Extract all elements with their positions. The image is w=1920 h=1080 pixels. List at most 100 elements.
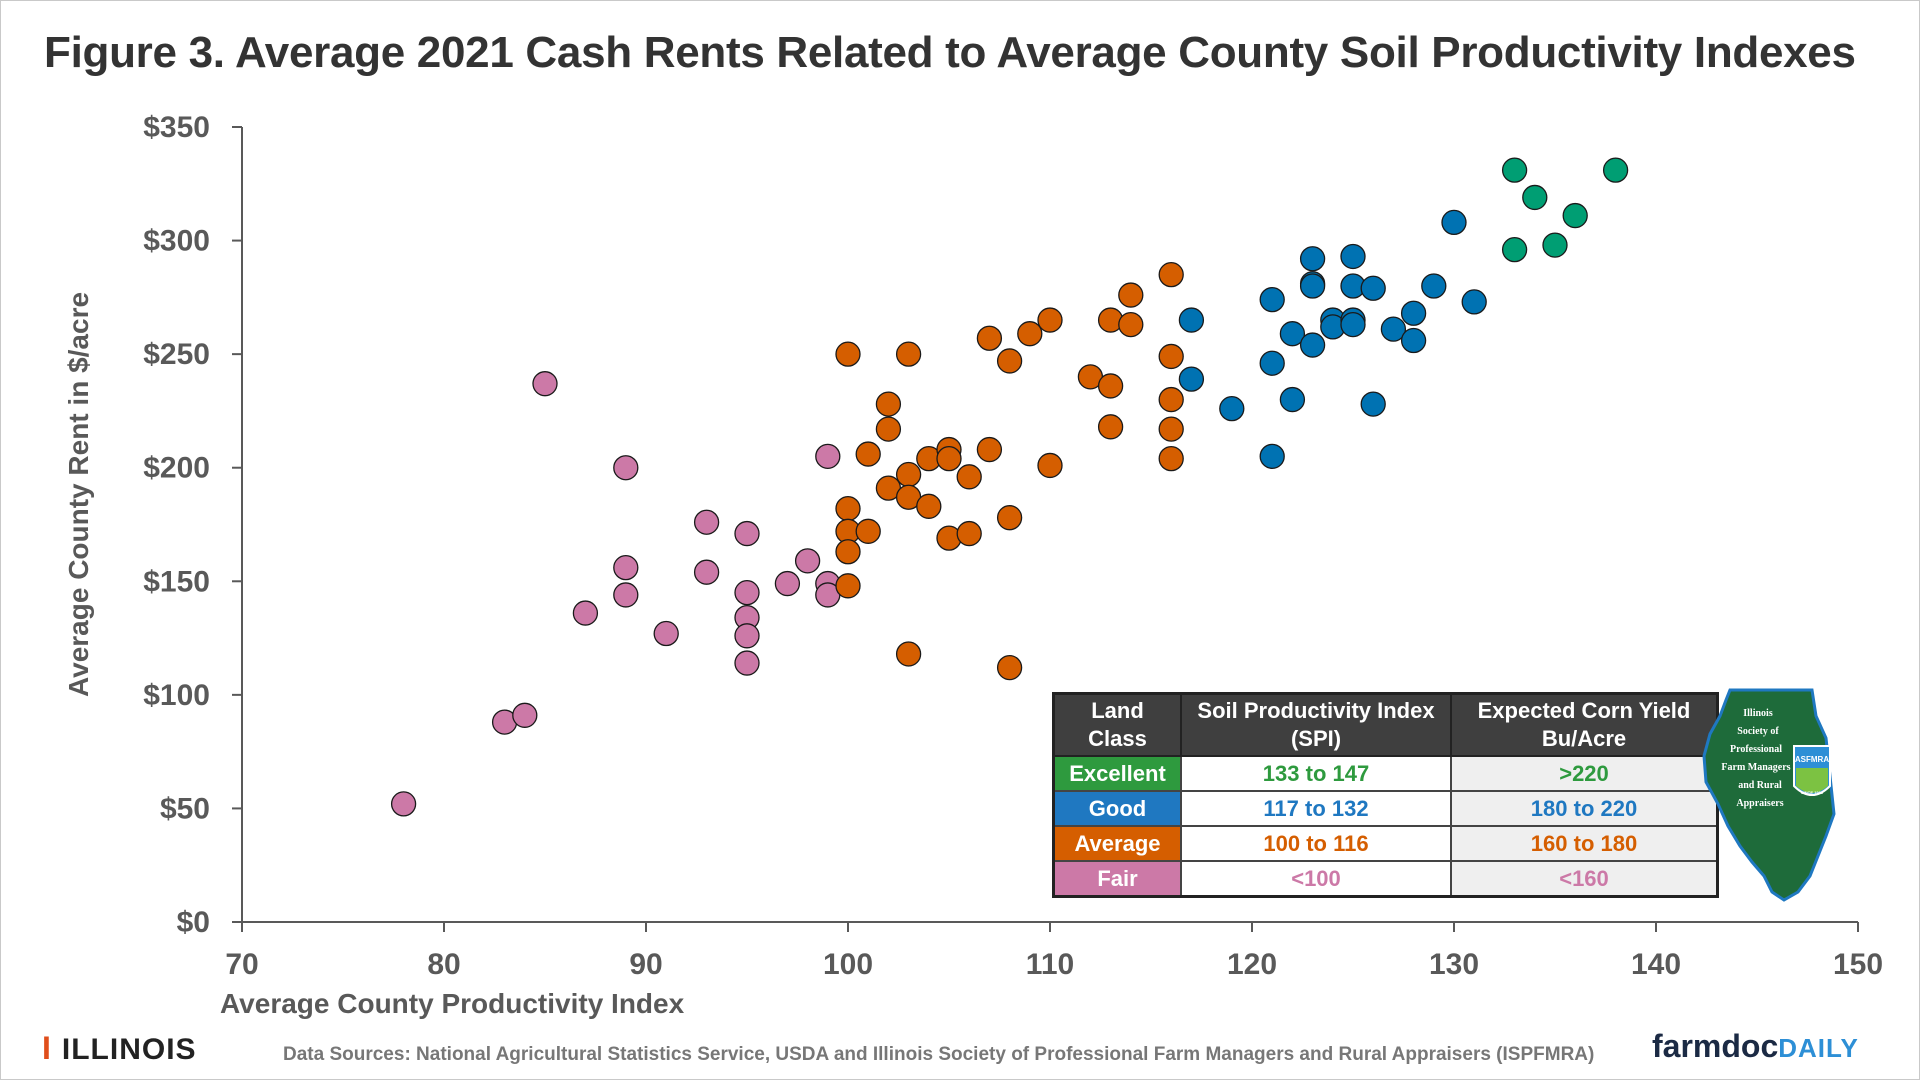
data-point-average [1158,445,1184,472]
data-point-fair [512,702,538,728]
header-spi-line1: Soil Productivity Index [1197,698,1435,723]
logo-text-line: Society of [1737,726,1779,737]
data-point-fair [734,520,760,547]
data-point-good [1421,273,1447,299]
asfmra-badge: ASFMRA SINCE 1929 [1793,745,1831,796]
data-point-fair [794,548,821,574]
header-spi-line2: (SPI) [1290,726,1342,751]
yield-cell: >220 [1450,755,1719,792]
data-point-average [1097,373,1124,399]
data-point-fair [734,650,760,676]
data-point-average [1037,307,1063,333]
data-point-good [1259,350,1285,376]
legend-row-excellent: Excellent 133 to 147 >220 [1052,755,1719,792]
data-point-fair [693,509,720,535]
university-name: ILLINOIS [61,1033,197,1066]
data-point-average [895,341,922,367]
x-tick-label: 130 [1429,948,1479,981]
data-point-average [1097,414,1124,440]
header-land-class: Land Class [1052,692,1182,757]
data-point-good [1400,327,1427,354]
data-point-fair [532,371,558,397]
ispfmra-logo: Illinois Society of Professional Farm Ma… [1702,688,1836,902]
data-point-average [855,441,881,467]
data-point-average [916,493,942,519]
data-point-fair [815,443,841,470]
data-point-average [895,461,922,488]
spi-cell: <100 [1180,860,1452,898]
header-corn-yield-line2: Bu/Acre [1541,726,1627,751]
y-tick-label: $150 [143,565,210,598]
data-point-average [835,341,861,367]
data-point-good [1299,332,1326,358]
data-source-note: Data Sources: National Agricultural Stat… [283,1044,1595,1065]
header-spi: Soil Productivity Index (SPI) [1180,692,1452,757]
chart-title: Figure 3. Average 2021 Cash Rents Relate… [44,28,1856,77]
asfmra-badge-sub: SINCE 1929 [1801,790,1824,795]
data-point-average [996,348,1023,374]
logo-text-line: Illinois [1743,708,1773,719]
data-point-fair [390,791,417,817]
y-axis-title: Average County Rent in $/acre [63,292,94,697]
data-point-average [835,495,861,522]
y-tick-label: $50 [160,792,210,825]
data-point-good [1340,243,1366,270]
illinois-block-i-icon: I [42,1030,52,1066]
header-corn-yield-line1: Expected Corn Yield [1477,698,1691,723]
spi-cell: 133 to 147 [1180,755,1452,792]
y-tick-label: $200 [143,452,210,485]
x-tick-label: 90 [629,948,662,981]
y-tick-label: $350 [143,111,210,144]
x-tick-label: 110 [1026,948,1074,981]
legend-row-fair: Fair <100 <160 [1052,860,1719,898]
data-point-average [956,520,982,547]
data-point-average [1037,452,1063,479]
legend-row-average: Average 100 to 116 160 to 180 [1052,825,1719,862]
data-point-average [936,445,962,472]
data-point-average [855,518,881,544]
yield-cell: <160 [1450,860,1719,898]
class-cell: Average [1052,825,1182,862]
yield-cell: 180 to 220 [1450,790,1719,827]
x-axis-ticks: 70 80 90 100 110 120 130 140 150 [225,922,1883,981]
data-point-fair [653,620,679,647]
data-point-good [1360,275,1386,301]
data-point-average [996,654,1023,681]
data-point-average [976,325,1003,351]
data-point-fair [613,455,639,481]
data-point-fair [734,579,760,606]
data-point-average [1017,321,1043,347]
header-land-class-line1: Land [1091,698,1144,723]
logo-text-line: Farm Managers [1721,762,1790,773]
data-point-fair [572,600,599,626]
x-axis-title: Average County Productivity Index [220,988,685,1019]
data-point-excellent [1542,232,1568,258]
data-point-good [1259,443,1285,470]
data-point-average [1158,343,1184,370]
spi-cell: 117 to 132 [1180,790,1452,827]
data-point-average [875,391,902,417]
data-point-fair [693,559,720,585]
data-point-excellent [1501,157,1528,183]
spi-cell: 100 to 116 [1180,825,1452,862]
asfmra-badge-text: ASFMRA [1795,755,1829,764]
x-tick-label: 80 [427,948,460,981]
data-point-fair [774,570,801,597]
data-point-excellent [1501,237,1528,263]
data-point-excellent [1562,202,1588,229]
university-logo: I ILLINOIS [42,1030,197,1067]
brand-main: farmdoc [1652,1028,1779,1064]
data-point-good [1259,286,1285,313]
x-tick-label: 120 [1227,948,1277,981]
data-point-excellent [1602,157,1629,183]
x-tick-label: 140 [1631,948,1681,981]
land-class-legend-table: Land Class Soil Productivity Index (SPI) E… [1052,692,1719,898]
data-point-good [1178,307,1205,333]
x-tick-label: 150 [1833,948,1883,981]
class-cell: Fair [1052,860,1182,898]
data-point-average [976,436,1003,463]
data-point-fair [734,623,760,649]
y-tick-label: $250 [143,338,210,371]
data-point-average [1118,311,1144,338]
data-point-good [1461,289,1487,315]
